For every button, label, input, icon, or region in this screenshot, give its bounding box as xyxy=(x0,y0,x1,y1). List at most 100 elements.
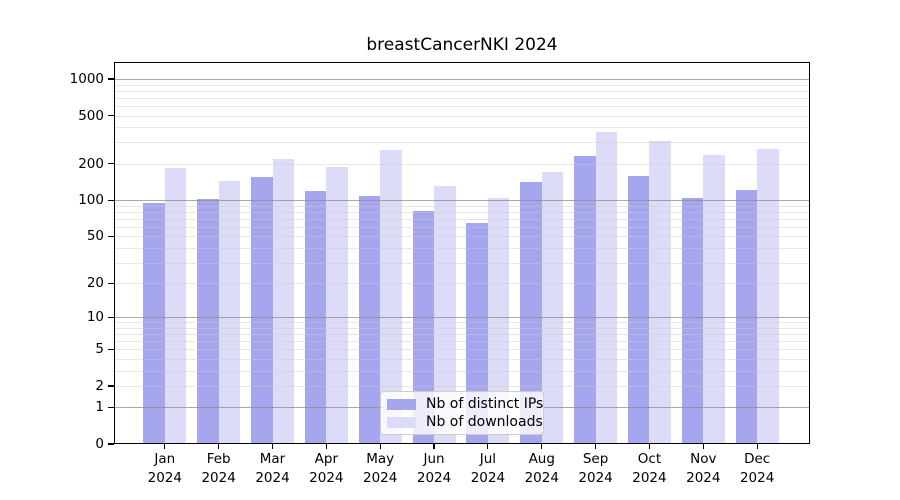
bar-jun-distinct-ips xyxy=(412,210,435,444)
bar-jan-downloads xyxy=(164,168,187,444)
bar-mar-distinct-ips xyxy=(251,177,273,444)
legend-swatch-downloads xyxy=(387,416,416,428)
bar-dec-downloads xyxy=(757,149,779,444)
x-tick-label-feb: Feb 2024 xyxy=(201,451,236,486)
bar-mar-downloads xyxy=(272,158,294,444)
gridline-40 xyxy=(114,247,810,249)
x-tick-mark-jul xyxy=(487,444,489,449)
bar-sep-downloads xyxy=(595,132,618,444)
x-tick-mark-mar xyxy=(271,444,274,449)
chart-title: breastCancerNKI 2024 xyxy=(366,35,558,55)
bar-aug-distinct-ips xyxy=(520,182,542,444)
legend-swatch-distinct-ips xyxy=(387,398,416,410)
gridline-70 xyxy=(114,218,810,220)
plot-spine-bottom xyxy=(114,442,810,444)
x-tick-mark-dec xyxy=(756,444,758,449)
bar-nov-downloads xyxy=(703,155,725,444)
legend-label-downloads: Nb of downloads xyxy=(426,414,543,430)
bar-sep-distinct-ips xyxy=(574,155,596,444)
gridline-500 xyxy=(114,115,810,117)
bar-oct-downloads xyxy=(649,141,671,444)
y-tick-label-5: 5 xyxy=(95,341,104,358)
y-tick-label-0: 0 xyxy=(95,436,104,452)
legend-item-downloads: Nb of downloads xyxy=(387,414,543,430)
plot-spine-top xyxy=(114,62,810,64)
gridline-6 xyxy=(114,341,810,343)
gridline-20 xyxy=(114,283,810,285)
y-tick-label-100: 100 xyxy=(78,192,104,209)
y-tick-label-10: 10 xyxy=(86,309,104,326)
y-tick-mark-2 xyxy=(108,385,114,387)
y-tick-label-20: 20 xyxy=(86,275,104,292)
gridline-900 xyxy=(114,84,810,86)
y-tick-mark-20 xyxy=(108,282,114,284)
y-tick-label-200: 200 xyxy=(78,155,104,172)
legend: Nb of distinct IPs Nb of downloads xyxy=(380,391,544,435)
bar-feb-distinct-ips xyxy=(197,199,219,444)
bar-jun-downloads xyxy=(434,186,456,444)
bar-jul-distinct-ips xyxy=(466,223,488,444)
x-tick-label-sep: Sep 2024 xyxy=(578,451,613,486)
y-tick-mark-100 xyxy=(108,199,114,201)
x-tick-label-jul: Jul 2024 xyxy=(470,451,506,486)
gridline-30 xyxy=(114,262,810,264)
bar-jan-distinct-ips xyxy=(143,202,165,444)
x-tick-label-apr: Apr 2024 xyxy=(309,451,344,486)
x-tick-label-mar: Mar 2024 xyxy=(255,451,290,486)
x-tick-label-dec: Dec 2024 xyxy=(739,451,775,486)
y-tick-mark-1000 xyxy=(108,78,114,80)
gridline-80 xyxy=(114,211,810,213)
y-tick-label-1: 1 xyxy=(95,399,104,416)
x-tick-label-oct: Oct 2024 xyxy=(632,451,667,486)
x-tick-mark-may xyxy=(379,444,381,449)
x-tick-mark-jan xyxy=(164,444,166,449)
x-tick-label-jan: Jan 2024 xyxy=(147,451,182,486)
y-tick-mark-10 xyxy=(108,316,114,318)
gridline-200 xyxy=(114,163,810,165)
bar-jul-downloads xyxy=(487,197,510,444)
y-tick-mark-0 xyxy=(108,443,114,445)
gridline-400 xyxy=(114,127,810,129)
gridline-600 xyxy=(114,105,810,107)
bar-oct-distinct-ips xyxy=(627,175,650,444)
plot-spine-left xyxy=(114,62,116,444)
gridline-9 xyxy=(114,322,810,324)
x-tick-mark-sep xyxy=(595,444,597,449)
gridline-7 xyxy=(114,334,810,336)
x-tick-label-nov: Nov 2024 xyxy=(686,451,721,486)
x-tick-mark-aug xyxy=(541,444,543,449)
gridline-90 xyxy=(114,205,810,207)
gridline-8 xyxy=(114,327,810,329)
y-tick-label-1000: 1000 xyxy=(69,70,104,87)
y-tick-mark-200 xyxy=(108,163,114,165)
y-tick-mark-500 xyxy=(108,114,114,117)
plot-spine-right xyxy=(808,62,810,444)
bar-apr-downloads xyxy=(326,166,348,444)
gridline-4 xyxy=(114,358,810,360)
gridline-300 xyxy=(114,142,810,144)
y-tick-label-2: 2 xyxy=(95,377,104,394)
x-tick-label-aug: Aug 2024 xyxy=(524,451,559,486)
bar-apr-distinct-ips xyxy=(304,190,327,444)
gridline-700 xyxy=(114,97,810,99)
y-tick-label-500: 500 xyxy=(78,107,104,124)
y-tick-mark-1 xyxy=(108,406,114,408)
bar-nov-distinct-ips xyxy=(681,197,704,444)
gridline-50 xyxy=(114,236,810,238)
gridline-3 xyxy=(114,370,810,372)
plot-area: Nb of distinct IPs Nb of downloads xyxy=(114,62,810,444)
gridline-2 xyxy=(114,385,810,387)
bar-may-distinct-ips xyxy=(358,195,381,444)
y-tick-mark-50 xyxy=(108,235,114,237)
bar-dec-distinct-ips xyxy=(735,190,758,444)
gridline-100 xyxy=(114,200,810,202)
gridline-1000 xyxy=(114,78,810,80)
y-tick-mark-5 xyxy=(108,348,114,350)
bar-feb-downloads xyxy=(218,181,241,444)
x-tick-mark-oct xyxy=(648,444,651,449)
x-tick-mark-feb xyxy=(218,444,220,449)
x-tick-label-jun: Jun 2024 xyxy=(416,451,452,486)
gridline-60 xyxy=(114,226,810,228)
bar-aug-downloads xyxy=(541,172,564,444)
